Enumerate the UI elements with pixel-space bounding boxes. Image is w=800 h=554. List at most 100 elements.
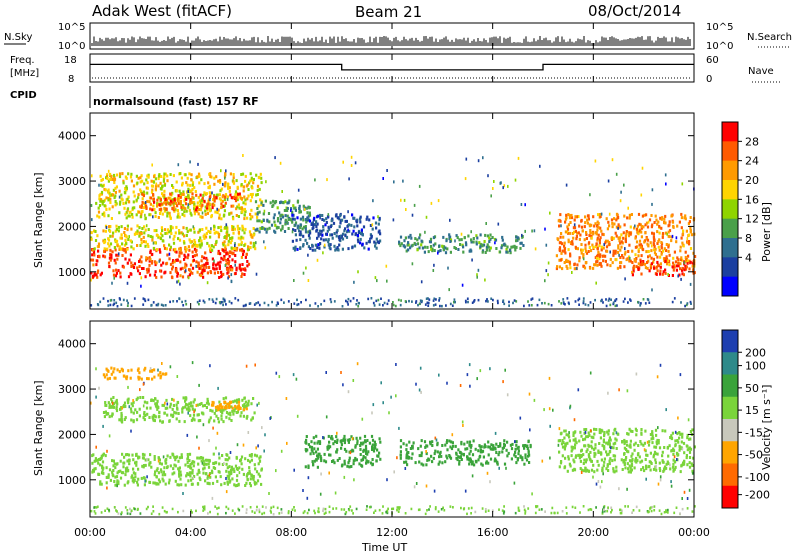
data-cell — [215, 461, 218, 465]
data-cell — [200, 459, 203, 463]
data-cell — [664, 231, 668, 235]
speckle-cell — [371, 223, 374, 227]
ytick-label: 1000 — [58, 266, 86, 279]
data-cell — [139, 396, 142, 399]
data-cell — [399, 244, 402, 248]
data-cell — [240, 183, 243, 186]
data-cell — [199, 203, 202, 207]
data-cell — [137, 176, 140, 180]
ground-cell — [96, 303, 99, 306]
data-cell — [215, 175, 218, 179]
data-cell — [690, 462, 693, 466]
data-cell — [624, 458, 627, 462]
data-cell — [109, 478, 112, 482]
data-cell — [145, 178, 148, 182]
data-cell — [683, 216, 686, 220]
data-cell — [592, 436, 595, 440]
speckle-cell — [476, 273, 478, 277]
speckle-cell — [206, 281, 209, 285]
speckle-cell — [500, 181, 502, 185]
data-cell — [243, 405, 246, 409]
data-cell — [600, 248, 603, 252]
data-cell — [662, 249, 665, 253]
data-cell — [238, 266, 241, 270]
ground-cell — [374, 509, 377, 512]
ground-cell — [624, 297, 626, 301]
data-cell — [250, 458, 253, 462]
data-cell — [609, 257, 612, 261]
data-cell — [602, 246, 605, 250]
data-cell — [567, 455, 570, 459]
data-cell — [163, 209, 166, 213]
data-cell — [127, 238, 130, 241]
ground-cell — [528, 304, 531, 307]
data-cell — [146, 174, 149, 178]
speckle-cell — [503, 184, 506, 188]
data-cell — [150, 398, 153, 402]
data-cell — [586, 218, 589, 222]
data-cell — [110, 366, 113, 370]
data-cell — [100, 454, 103, 458]
data-cell — [132, 411, 135, 415]
data-cell — [213, 271, 216, 275]
speckle-cell — [225, 223, 228, 227]
data-cell — [685, 456, 688, 460]
data-cell — [369, 224, 372, 227]
data-cell — [126, 453, 129, 456]
data-cell — [287, 227, 290, 230]
data-cell — [682, 244, 685, 248]
data-cell — [103, 415, 106, 419]
data-cell — [171, 184, 174, 187]
data-cell — [117, 470, 120, 473]
speckle-cell — [470, 230, 472, 234]
data-cell — [110, 372, 113, 376]
data-cell — [236, 198, 239, 202]
data-cell — [343, 434, 346, 438]
data-cell — [98, 463, 102, 467]
data-cell — [171, 265, 174, 269]
data-cell — [613, 222, 616, 226]
speckle-cell — [420, 280, 423, 284]
speckle-cell — [686, 237, 689, 241]
data-cell — [570, 216, 574, 220]
data-cell — [126, 228, 129, 232]
data-cell — [590, 468, 594, 472]
data-cell — [114, 483, 117, 487]
ground-cell — [143, 298, 146, 301]
data-cell — [302, 204, 305, 208]
data-cell — [284, 200, 287, 204]
data-cell — [308, 219, 312, 223]
data-cell — [651, 432, 654, 436]
data-cell — [147, 234, 150, 238]
data-cell — [464, 447, 467, 451]
data-cell — [142, 240, 145, 244]
speckle-cell — [265, 180, 267, 184]
data-cell — [659, 469, 662, 473]
data-cell — [607, 469, 610, 472]
data-cell — [217, 179, 220, 183]
ground-cell — [347, 303, 349, 306]
data-cell — [592, 215, 595, 219]
data-cell — [178, 254, 181, 258]
data-cell — [250, 402, 253, 406]
speckle-cell — [195, 264, 197, 268]
data-cell — [317, 214, 320, 218]
data-cell — [673, 467, 676, 471]
data-cell — [247, 399, 250, 403]
data-cell — [152, 184, 155, 188]
speckle-cell — [230, 273, 233, 277]
data-cell — [321, 214, 324, 217]
data-cell — [129, 407, 133, 411]
data-cell — [615, 258, 618, 262]
data-cell — [595, 428, 598, 431]
data-cell — [629, 225, 632, 229]
data-cell — [559, 258, 562, 262]
data-cell — [184, 207, 187, 211]
data-cell — [515, 235, 518, 239]
data-cell — [628, 259, 631, 263]
data-cell — [237, 227, 240, 231]
data-cell — [587, 454, 591, 458]
data-cell — [100, 471, 104, 475]
ground-cell — [551, 506, 554, 510]
data-cell — [219, 225, 223, 229]
